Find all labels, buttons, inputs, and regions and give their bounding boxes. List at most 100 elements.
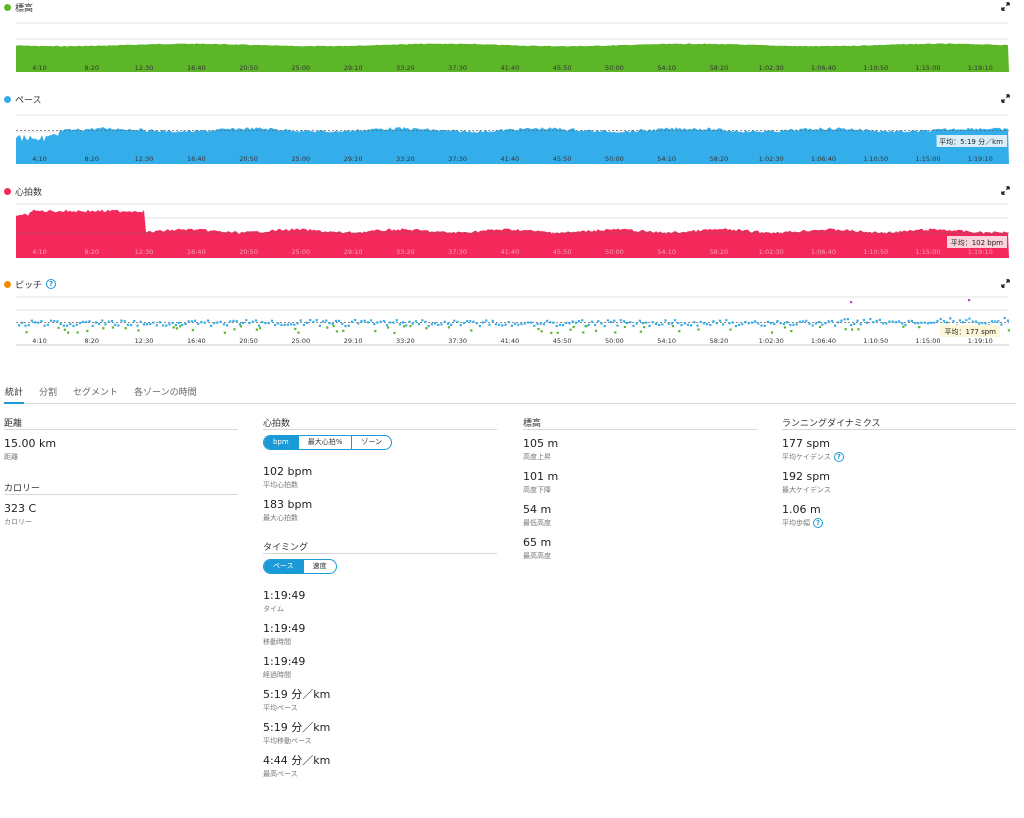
cadence-point — [949, 317, 952, 320]
avg-heart-rate-stat: 102 bpm 平均心拍数 — [263, 465, 497, 491]
cadence-point — [690, 324, 693, 327]
cadence-point — [936, 319, 939, 323]
calories-section-title: カロリー — [4, 481, 238, 495]
expand-icon[interactable] — [1001, 186, 1010, 195]
time-tick-label: 20:50 — [239, 64, 258, 72]
cadence-point — [456, 320, 459, 323]
elevation-chart-header: 標高 — [4, 0, 33, 14]
distance-label: 距離 — [4, 453, 18, 461]
elevation-gain-label: 高度上昇 — [523, 453, 551, 461]
cadence-point — [888, 320, 891, 323]
cadence-point — [328, 322, 331, 325]
cadence-point — [840, 319, 843, 322]
tab-stats[interactable]: 統計 — [4, 385, 25, 404]
cadence-point — [536, 322, 539, 325]
running-dynamics-column: ランニングダイナミクス 177 spm 平均ケイデンス ? 192 spm 最大… — [782, 416, 1016, 529]
expand-icon[interactable] — [1001, 279, 1010, 288]
cadence-point — [968, 317, 971, 320]
tab-splits[interactable]: 分割 — [39, 388, 58, 398]
cadence-point — [648, 324, 651, 327]
cadence-point — [34, 321, 37, 324]
tab-time-in-zones[interactable]: 各ゾーンの時間 — [134, 388, 197, 398]
cadence-point — [354, 319, 357, 322]
cadence-point — [555, 324, 558, 328]
cadence-point — [393, 331, 396, 335]
expand-icon[interactable] — [1001, 94, 1010, 103]
help-icon[interactable]: ? — [813, 518, 823, 528]
average-badge — [947, 236, 1007, 248]
cadence-point — [1007, 329, 1010, 332]
cadence-point — [885, 322, 888, 325]
timing-section-title: タイミング — [263, 540, 497, 554]
cadence-point — [222, 323, 225, 326]
cadence-point — [680, 324, 683, 327]
toggle-max-hr-percent[interactable]: 最大心拍% — [297, 436, 352, 449]
calories-label: カロリー — [4, 518, 32, 526]
cadence-point — [523, 322, 526, 325]
cadence-point — [294, 327, 297, 330]
cadence-point — [494, 323, 497, 326]
heart-rate-legend-dot — [4, 187, 11, 195]
cadence-point — [389, 321, 392, 324]
cadence-point — [175, 327, 178, 330]
cadence-point — [639, 330, 642, 333]
cadence-point — [578, 320, 581, 323]
cadence-point — [111, 326, 114, 329]
elevation-chart: 標高 4:10 8:20 12:30 16:40 20:50 25:00 29:10 33:2… — [0, 0, 1024, 88]
elapsed-time-stat: 1:19:49 経過時間 — [263, 655, 497, 681]
cadence-point — [72, 324, 75, 328]
cadence-point — [875, 319, 878, 322]
cadence-point — [172, 326, 175, 329]
cadence-point — [827, 320, 830, 323]
cadence-point — [709, 323, 712, 327]
cadence-point — [94, 321, 97, 324]
elevation-loss-label: 高度下降 — [523, 486, 551, 494]
time-tick-label: 54:10 — [657, 337, 676, 345]
cadence-point — [697, 328, 700, 331]
cadence-point — [571, 320, 574, 323]
running-dynamics-section-title: ランニングダイナミクス — [782, 416, 1016, 430]
cadence-point — [958, 319, 961, 322]
cadence-point — [537, 328, 540, 331]
cadence-point — [478, 324, 481, 328]
elevation-section-title: 標高 — [523, 416, 757, 430]
time-tick-label: 54:10 — [657, 155, 676, 163]
heart-rate-chart-title: 心拍数 — [15, 187, 43, 198]
cadence-point — [88, 320, 91, 323]
cadence-point — [326, 326, 329, 329]
cadence-point — [738, 323, 741, 326]
distance-stat: 15.00 km 距離 — [4, 437, 238, 463]
cadence-point — [18, 324, 21, 327]
cadence-point — [434, 322, 437, 325]
time-label: タイム — [263, 605, 284, 613]
toggle-bpm[interactable]: bpm — [264, 436, 298, 449]
cadence-point — [374, 330, 377, 333]
cadence-point — [155, 324, 158, 327]
min-elevation-stat: 54 m 最低高度 — [523, 503, 757, 529]
cadence-point — [763, 324, 766, 327]
cadence-point — [574, 321, 577, 324]
cadence-point — [725, 319, 728, 322]
help-icon[interactable]: ? — [46, 279, 57, 289]
cadence-point — [357, 322, 360, 325]
avg-stride-stat: 1.06 m 平均歩幅 ? — [782, 503, 1016, 529]
tab-segments[interactable]: セグメント — [73, 388, 119, 398]
cadence-point — [994, 320, 997, 323]
cadence-point — [482, 321, 485, 324]
toggle-pace[interactable]: ペース — [264, 560, 303, 573]
cadence-point — [629, 321, 632, 324]
cadence-point — [773, 322, 776, 326]
cadence-point — [754, 320, 757, 323]
cadence-point — [203, 321, 206, 324]
cadence-point — [447, 326, 450, 329]
expand-icon[interactable] — [1001, 2, 1010, 11]
toggle-speed[interactable]: 速度 — [302, 560, 336, 573]
avg-stride-value: 1.06 m — [782, 503, 821, 516]
toggle-zone[interactable]: ゾーン — [351, 436, 391, 449]
cadence-point — [283, 323, 286, 326]
elevation-loss-value: 101 m — [523, 470, 559, 483]
cadence-point — [472, 320, 475, 323]
cadence-point — [446, 322, 449, 325]
help-icon[interactable]: ? — [833, 452, 844, 462]
cadence-point — [771, 331, 774, 334]
